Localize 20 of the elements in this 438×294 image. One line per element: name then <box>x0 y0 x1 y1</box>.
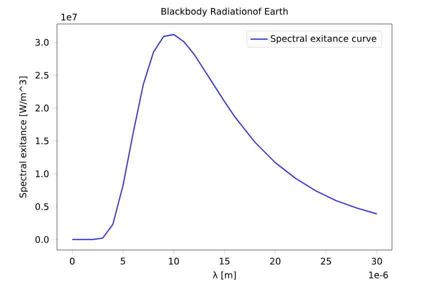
chart-title: Blackbody Radiationof Earth <box>162 8 288 16</box>
text: 1e-6 <box>369 272 388 278</box>
y-tick-label: 1.5 <box>36 138 48 144</box>
text: 1e7 <box>62 14 77 20</box>
legend-label: Spectral exitance curve <box>270 34 376 44</box>
y-tick-label: 2.0 <box>36 104 49 112</box>
x-tick-label: 15 <box>220 258 230 264</box>
x-tick-label: 25 <box>320 258 331 265</box>
y-tick-label: 0.5 <box>35 203 48 210</box>
y-tick-label: 3.0 <box>36 38 49 46</box>
x-tick-label: 30 <box>372 258 382 265</box>
x-tick-label: 10 <box>169 258 179 265</box>
x-tick-label: 0 <box>70 258 74 265</box>
y-axis-title: Spectral exitance [W/m^3] <box>19 76 28 198</box>
x-tick-label: 20 <box>270 258 280 265</box>
y-tick-label: 0.0 <box>35 236 49 243</box>
x-tick-label: 5 <box>120 258 126 264</box>
y-tick-label: 1.0 <box>36 170 49 178</box>
y-tick-label: 2.5 <box>36 72 48 79</box>
x-axis-title: λ [m] <box>212 271 236 280</box>
